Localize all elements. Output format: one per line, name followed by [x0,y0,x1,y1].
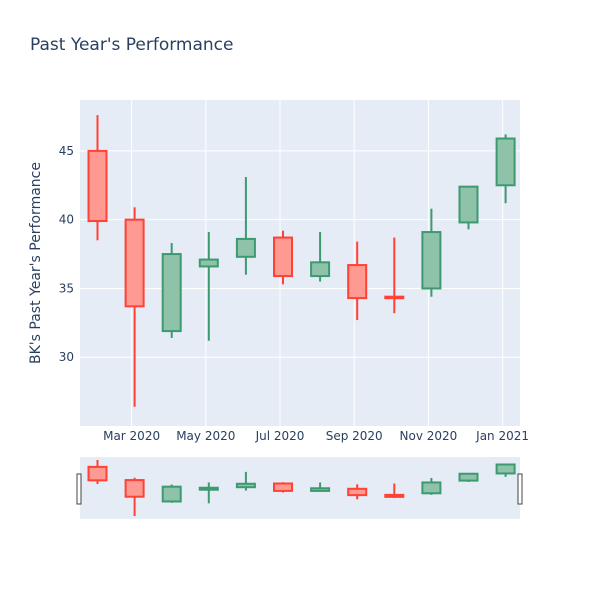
slider-candle [384,483,405,499]
slider-candle-body [310,487,331,492]
candles [87,115,516,407]
range-slider-left-handle[interactable] [76,473,82,505]
slider-candle [273,482,293,493]
x-tick-label: Jan 2021 [475,429,529,443]
candle-body [87,149,108,223]
candle-body [421,231,442,290]
x-tick-label: Nov 2020 [400,429,458,443]
x-tick-label: Mar 2020 [103,429,160,443]
y-tick-label: 30 [59,350,74,364]
x-tick-labels: Mar 2020 May 2020 Jul 2020 Sep 2020 Nov 2020… [103,429,529,443]
candle[interactable] [310,232,331,282]
candle[interactable] [198,232,219,341]
candle[interactable] [347,241,368,321]
candle-body [495,137,516,187]
candle-body [273,236,293,278]
candle-body [198,258,219,268]
candle-body [235,237,256,258]
y-tick-label: 40 [59,213,74,227]
slider-candle [347,484,368,500]
candle-body [458,185,479,224]
candle[interactable] [235,177,256,275]
y-gridlines [80,150,520,358]
y-tick-label: 35 [59,281,74,295]
candle[interactable] [495,134,516,204]
candle-body [384,295,405,300]
x-tick-label: Jul 2020 [255,429,305,443]
slider-candle-body [495,463,516,475]
y-axis-title: BK's Past Year's Performance [28,162,44,364]
slider-candle [421,477,442,495]
slider-candle [198,482,219,504]
slider-candle [161,484,182,503]
candle[interactable] [458,185,479,230]
range-slider-right-handle[interactable] [517,473,523,505]
slider-candle-body [273,482,293,492]
slider-candle-body [458,472,479,482]
candle[interactable] [273,230,293,285]
range-slider-candles [87,460,516,516]
candle[interactable] [384,237,405,314]
slider-candle-body [235,482,256,489]
main-plot[interactable] [80,100,520,426]
slider-candle [310,482,331,492]
candle-body [124,218,145,308]
range-slider-background [80,457,520,519]
candle[interactable] [421,208,442,297]
candle[interactable] [124,207,145,407]
x-tick-label: Sep 2020 [326,429,383,443]
slider-candle-body [87,465,108,482]
slider-candle-body [347,487,368,497]
candle-body [161,253,182,333]
slider-candle-body [124,479,145,498]
range-slider[interactable] [76,457,523,519]
chart-title: Past Year's Performance [30,35,234,55]
slider-candle [458,472,479,482]
candle[interactable] [161,243,182,338]
candle-body [310,261,331,278]
y-tick-label: 45 [59,144,74,158]
y-tick-labels: 30 35 40 45 [59,144,74,364]
slider-candle-body [421,481,442,495]
candle-body [347,264,368,300]
slider-candle-body [384,493,405,498]
slider-candle-body [198,486,219,491]
slider-candle-body [161,485,182,503]
slider-candle [124,477,145,516]
slider-candle [495,463,516,477]
candle[interactable] [87,115,108,241]
x-tick-label: May 2020 [176,429,235,443]
slider-candle [235,471,256,491]
plot-background [80,100,520,426]
slider-candle [87,460,108,485]
